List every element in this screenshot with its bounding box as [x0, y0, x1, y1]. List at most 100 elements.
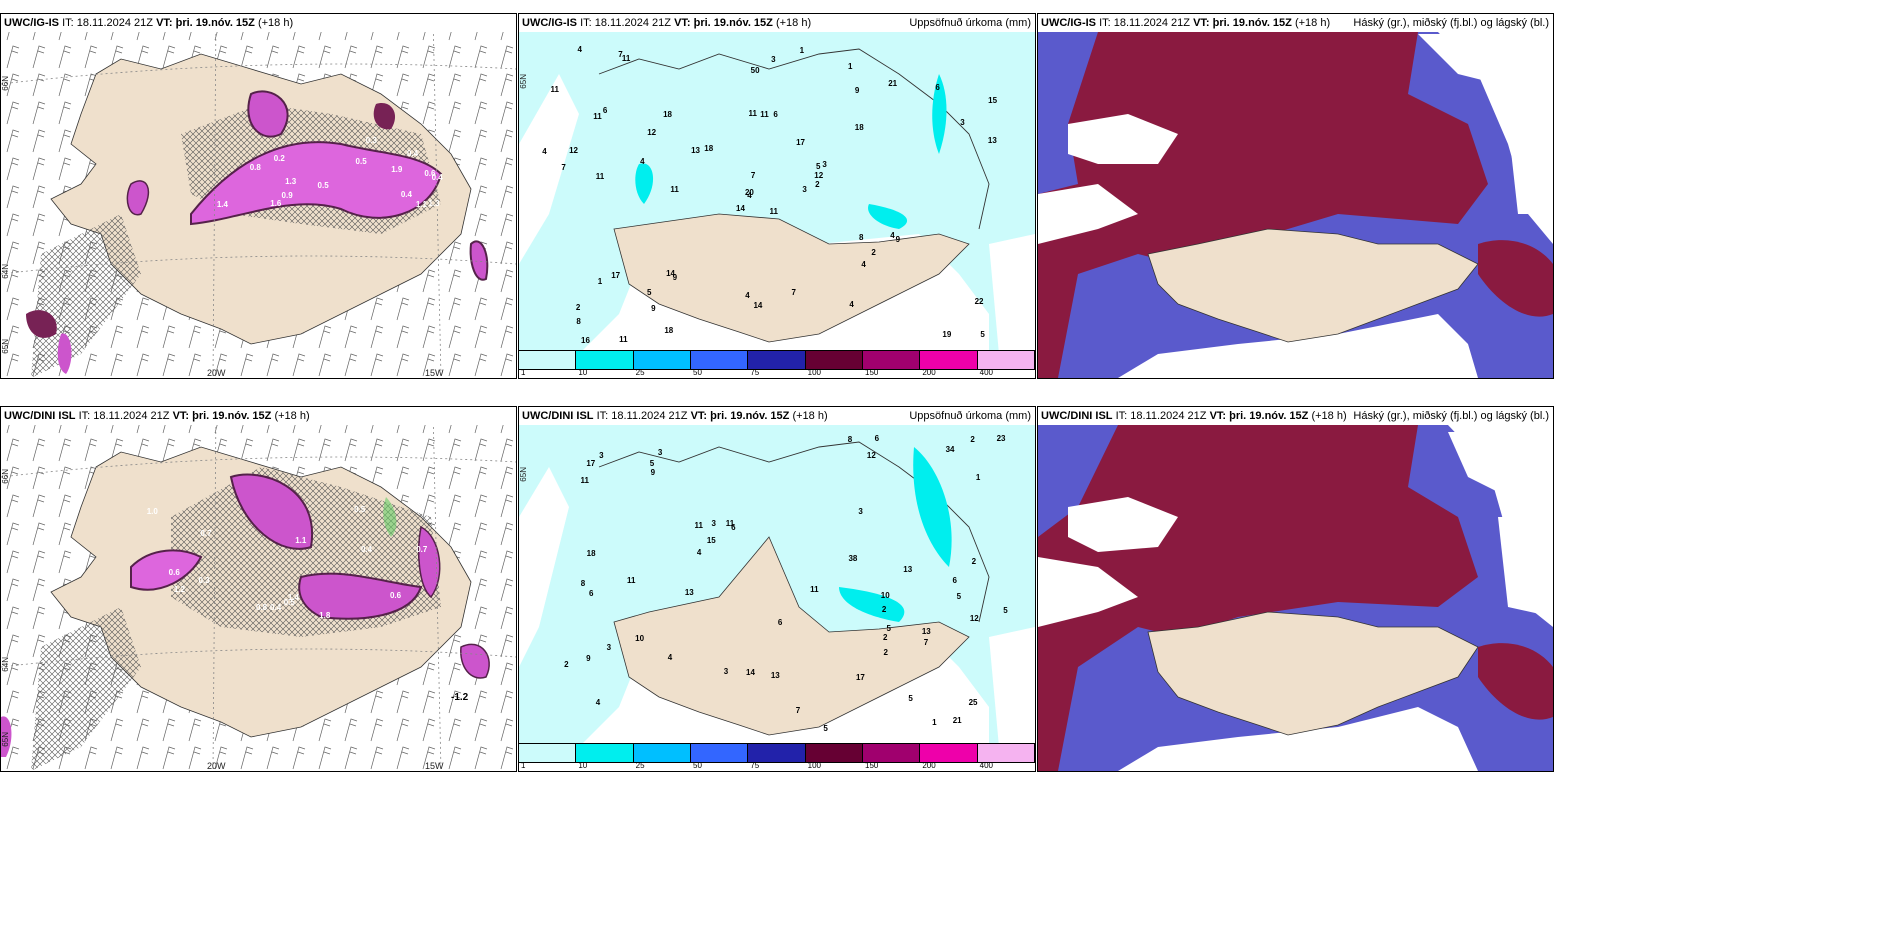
wind-value: 0.5 [283, 598, 295, 608]
precip-value: 10 [635, 634, 645, 644]
lon-label-15w: 15W [425, 368, 444, 378]
lead-time: (+18 h) [274, 410, 310, 422]
panel-header: UWC/DINI ISL IT: 18.11.2024 21Z VT: þri.… [1038, 407, 1553, 425]
precip-value: 13 [691, 146, 700, 156]
precip-value: 14 [666, 268, 675, 278]
precip-value: 5 [1003, 606, 1008, 616]
precip-value: 8 [847, 434, 853, 444]
precip-value: 21 [952, 715, 962, 725]
precip-value: 6 [874, 433, 880, 443]
panel-header: UWC/DINI ISL IT: 18.11.2024 21Z VT: þri.… [519, 407, 1035, 425]
wind-value: 1.3 [428, 198, 440, 208]
precip-value: 18 [664, 325, 674, 335]
precip-value: 1 [975, 473, 981, 483]
init-time: 18.11.2024 21Z [93, 410, 170, 422]
cloud-panel-top: UWC/IG-IS IT: 18.11.2024 21Z VT: þri. 19… [1037, 13, 1554, 379]
precip-value: 20 [744, 187, 754, 197]
legend-label: 400 [979, 368, 994, 377]
precip-value: 6 [731, 522, 736, 532]
legend-label: 25 [635, 368, 645, 377]
wind-value-label: -1.2 [451, 692, 469, 703]
precip-value: 13 [903, 564, 913, 574]
wind-value: 0.4 [360, 544, 373, 554]
it-label: IT: [1115, 410, 1128, 422]
precip-value: 12 [569, 145, 579, 155]
wind-value: 0.2 [273, 153, 285, 163]
precip-value: 3 [606, 642, 612, 652]
precip-value: 7 [561, 162, 566, 172]
precip-value: 7 [618, 50, 623, 60]
wind-value: 1.6 [270, 199, 282, 209]
legend-swatch [920, 351, 978, 369]
precip-value: 11 [670, 185, 679, 195]
legend-label: 1 [521, 368, 526, 377]
precip-value: 7 [923, 638, 929, 648]
legend-swatch [519, 351, 577, 369]
precip-value: 3 [822, 159, 827, 169]
precip-value: 18 [663, 110, 672, 119]
precip-value: 3 [771, 54, 776, 64]
precip-value: 3 [711, 518, 716, 528]
legend-swatch [690, 744, 749, 762]
precip-value: 2 [871, 248, 876, 258]
wind-value: 1.2 [173, 584, 185, 594]
precip-value: 19 [942, 329, 952, 339]
wind-value: 1.1 [295, 536, 307, 546]
precip-value: 9 [672, 273, 678, 283]
panel-header: UWC/IG-IS IT: 18.11.2024 21Z VT: þri. 19… [519, 14, 1035, 32]
precip-value: 2 [815, 179, 820, 189]
init-time: 18.11.2024 21Z [611, 410, 688, 422]
wind-panel-bottom: UWC/DINI ISL IT: 18.11.2024 21Z VT: þri.… [0, 406, 517, 772]
legend-label: 10 [578, 761, 588, 770]
precip-value: 11 [621, 54, 631, 64]
precip-value: 4 [667, 652, 673, 662]
vt-label: VT: [156, 17, 173, 29]
legend-label: 200 [922, 368, 936, 377]
valid-time: þri. 19.nóv. 15Z [175, 17, 255, 29]
lead-time: (+18 h) [257, 17, 294, 29]
legend-color-bar [519, 743, 1035, 763]
precip-value: 11 [725, 519, 735, 529]
precip-value: 4 [890, 231, 895, 241]
precip-value: 2 [971, 556, 977, 566]
precip-value: 1 [847, 61, 853, 71]
wind-map [1, 14, 516, 378]
it-label: IT: [62, 17, 74, 29]
wind-value: 1.4 [287, 592, 299, 602]
lon-label-20w: 20W [207, 761, 226, 771]
high-cloud [1038, 32, 1488, 378]
wind-band-1 [190, 141, 443, 226]
precip-value: 11 [760, 109, 769, 119]
legend-label: 200 [922, 761, 936, 770]
vt-label: VT: [690, 410, 708, 422]
precip-value: 6 [952, 576, 957, 586]
precip-value: 25 [968, 698, 978, 707]
wind-value: 0.6 [389, 590, 402, 600]
legend-swatch [977, 351, 1035, 369]
init-time: 18.11.2024 21Z [594, 17, 671, 29]
precip-value: 1 [932, 718, 937, 728]
lat-label-66n: 66N [1, 76, 10, 91]
precip-value: 4 [745, 290, 750, 300]
lat-label-64n: 64N [1, 264, 10, 279]
vt-label: VT: [172, 410, 190, 422]
wind-value: 0.4 [400, 190, 412, 200]
precip-value: 3 [723, 666, 729, 676]
legend-swatch [633, 744, 691, 762]
precip-value: 4 [849, 299, 854, 309]
lead-time: (+18 h) [792, 410, 828, 422]
precip-value: 5 [647, 288, 652, 298]
precip-value: 2 [970, 434, 975, 444]
precip-value: 5 [956, 592, 962, 602]
field-title: Háský (gr.), miðský (fj.bl.) og lágský (… [1353, 17, 1549, 29]
precip-value: 3 [599, 451, 604, 461]
legend-label: 150 [865, 368, 879, 377]
precip-value: 11 [595, 172, 605, 182]
iceland-land [613, 536, 970, 736]
wind-value: 0.6 [168, 568, 180, 578]
it-label: IT: [78, 410, 91, 422]
precip-value: 12 [866, 450, 876, 460]
wind-value: 1.8 [319, 611, 331, 621]
precip-value: 4 [577, 45, 582, 55]
legend-swatch [576, 744, 634, 762]
